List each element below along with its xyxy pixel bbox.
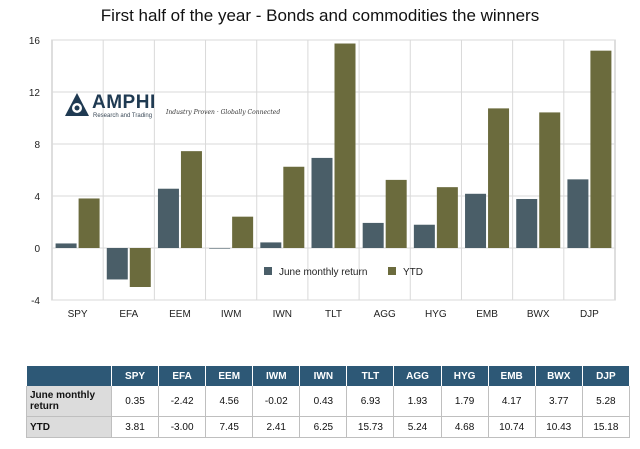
- y-tick-label: 16: [29, 36, 41, 47]
- table-header-cell: BWX: [535, 366, 583, 386]
- table-cell: 4.56: [205, 386, 254, 417]
- table-header-cell: TLT: [346, 366, 395, 386]
- table-cell: 15.18: [582, 416, 631, 438]
- table-header-cell: EFA: [158, 366, 207, 386]
- bar-june-bwx: [516, 198, 538, 248]
- table-cell: 15.73: [346, 416, 395, 438]
- legend-swatch-ytd: [388, 267, 396, 275]
- x-tick-label: EFA: [119, 309, 138, 320]
- logo-tagline: Industry Proven · Globally Connected: [166, 109, 281, 116]
- table-header-cell: DJP: [582, 366, 631, 386]
- table-header-cell: IWN: [299, 366, 348, 386]
- table-cell: 10.43: [535, 416, 583, 438]
- table-header-row: SPY EFA EEM IWM IWN TLT AGG HYG EMB BWX …: [26, 366, 631, 386]
- bar-june-iwm: [209, 248, 231, 249]
- table-cell: 4.17: [488, 386, 536, 417]
- bar-june-hyg: [413, 224, 435, 248]
- bar-june-emb: [465, 193, 487, 248]
- bar-june-agg: [362, 222, 384, 248]
- logo-subtitle: Research and Trading: [93, 113, 153, 119]
- y-tick-label: 0: [34, 244, 40, 255]
- bar-june-iwn: [260, 242, 282, 248]
- logo-name: AMPHI: [92, 92, 156, 113]
- x-tick-label: AGG: [374, 309, 396, 320]
- bar-ytd-emb: [488, 108, 510, 248]
- bar-ytd-spy: [78, 198, 100, 248]
- table-cell: 5.24: [393, 416, 442, 438]
- data-table: SPY EFA EEM IWM IWN TLT AGG HYG EMB BWX …: [26, 366, 631, 438]
- bar-june-tlt: [311, 157, 333, 248]
- legend-label-june: June monthly return: [279, 267, 367, 278]
- table-header-cell: AGG: [393, 366, 442, 386]
- bar-june-djp: [567, 179, 589, 248]
- table-row: YTD 3.81 -3.00 7.45 2.41 6.25 15.73 5.24…: [26, 416, 631, 438]
- table-cell: 3.81: [111, 416, 160, 438]
- amphi-logo: AMPHI Research and Trading Industry Prov…: [64, 92, 294, 126]
- table-cell: 6.25: [299, 416, 348, 438]
- amphi-logo-mark-icon: [65, 93, 89, 116]
- bar-ytd-tlt: [334, 43, 356, 249]
- x-tick-label: HYG: [425, 309, 447, 320]
- table-header-cell: IWM: [252, 366, 301, 386]
- table-cell: -2.42: [158, 386, 207, 417]
- table-cell: 1.93: [393, 386, 442, 417]
- table-header-cell: EEM: [205, 366, 254, 386]
- y-tick-label: 12: [29, 88, 41, 99]
- y-tick-label: 4: [34, 192, 40, 203]
- y-axis-ticks: -4 0 4 8 12 16: [29, 36, 41, 307]
- table-cell: 1.79: [441, 386, 489, 417]
- bar-ytd-eem: [180, 151, 202, 248]
- table-cell: 10.74: [488, 416, 536, 438]
- x-tick-label: EMB: [476, 309, 498, 320]
- x-tick-label: IWN: [273, 309, 292, 320]
- legend-swatch-june: [264, 267, 272, 275]
- legend-label-ytd: YTD: [403, 267, 423, 278]
- table-cell: 4.68: [441, 416, 489, 438]
- table-cell: 3.77: [535, 386, 583, 417]
- table-cell: 7.45: [205, 416, 254, 438]
- bar-ytd-djp: [590, 50, 612, 248]
- table-cell: -3.00: [158, 416, 207, 438]
- bar-ytd-bwx: [539, 112, 561, 248]
- table-header-cell: EMB: [488, 366, 536, 386]
- bar-ytd-iwn: [283, 166, 305, 248]
- table-cell: 0.43: [299, 386, 348, 417]
- table-cell: 2.41: [252, 416, 301, 438]
- x-tick-label: EEM: [169, 309, 191, 320]
- table-row: June monthly return 0.35 -2.42 4.56 -0.0…: [26, 386, 631, 417]
- table-cell: 6.93: [346, 386, 395, 417]
- row-label: June monthly return: [26, 386, 112, 417]
- gridlines: [52, 39, 615, 301]
- bar-june-spy: [55, 243, 77, 248]
- x-tick-label: TLT: [325, 309, 342, 320]
- bar-june-efa: [106, 248, 128, 280]
- bar-june-eem: [157, 188, 179, 248]
- x-tick-label: DJP: [580, 309, 599, 320]
- bars: [55, 43, 612, 287]
- x-tick-label: SPY: [68, 309, 88, 320]
- bar-ytd-hyg: [436, 187, 458, 248]
- row-label: YTD: [26, 416, 112, 438]
- y-tick-label: 8: [34, 140, 40, 151]
- table-cell: 0.35: [111, 386, 160, 417]
- bar-chart: -4 0 4 8 12 16 SPY EFA EEM IWM IWN TLT AGG HYG EMB BWX…: [29, 36, 616, 320]
- table-header-cell: [26, 366, 112, 386]
- bar-ytd-iwm: [232, 216, 254, 248]
- x-axis-ticks: SPY EFA EEM IWM IWN TLT AGG HYG EMB BWX DJP: [68, 309, 600, 320]
- table-cell: -0.02: [252, 386, 301, 417]
- bar-ytd-efa: [129, 248, 151, 287]
- chart-title: First half of the year - Bonds and commo…: [100, 6, 540, 25]
- bar-ytd-agg: [385, 179, 407, 248]
- table-header-cell: HYG: [441, 366, 489, 386]
- legend: June monthly return YTD: [264, 267, 423, 278]
- table-cell: 5.28: [582, 386, 631, 417]
- x-tick-label: BWX: [527, 309, 550, 320]
- table-header-cell: SPY: [111, 366, 160, 386]
- x-tick-label: IWM: [221, 309, 242, 320]
- y-tick-label: -4: [31, 296, 40, 307]
